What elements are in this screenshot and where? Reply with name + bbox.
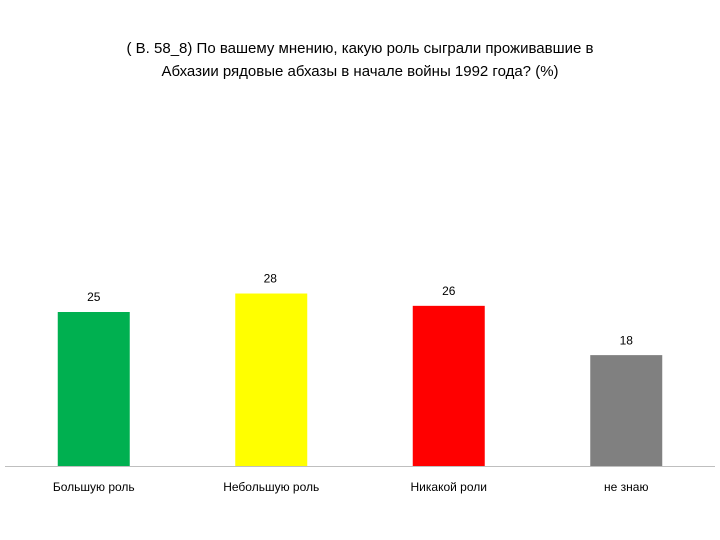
bar: [412, 305, 485, 466]
x-tick-label: Большую роль: [53, 480, 135, 494]
data-label: 28: [264, 272, 278, 286]
bar: [235, 293, 308, 466]
chart-title: ( В. 58_8) По вашему мнению, какую роль …: [127, 40, 594, 57]
data-label: 26: [442, 284, 456, 298]
chart-title: Абхазии рядовые абхазы в начале войны 19…: [161, 63, 558, 80]
bar: [57, 312, 130, 466]
data-label: 25: [87, 290, 101, 304]
x-tick-label: Небольшую роль: [223, 480, 319, 494]
x-tick-label: не знаю: [604, 480, 648, 494]
bar: [590, 355, 663, 466]
data-label: 18: [620, 333, 634, 347]
x-tick-label: Никакой роли: [411, 480, 487, 494]
